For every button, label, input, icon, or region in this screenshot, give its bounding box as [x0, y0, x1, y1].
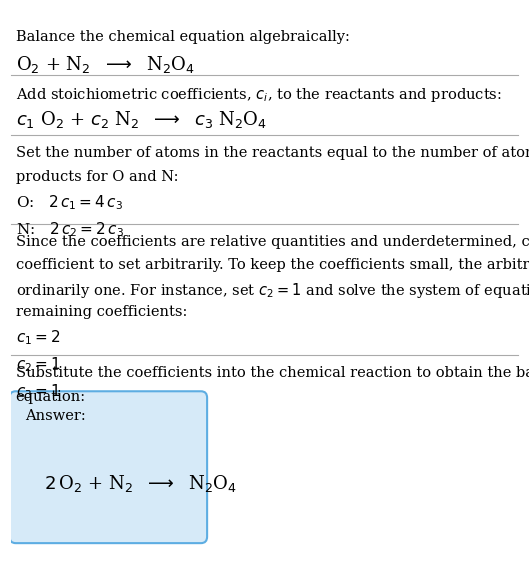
Text: ordinarily one. For instance, set $c_2 = 1$ and solve the system of equations fo: ordinarily one. For instance, set $c_2 =…	[16, 281, 529, 301]
Text: $c_1$ O$_2$ + $c_2$ N$_2$  $\longrightarrow$  $c_3$ N$_2$O$_4$: $c_1$ O$_2$ + $c_2$ N$_2$ $\longrightarr…	[16, 109, 267, 130]
Text: $c_2 = 1$: $c_2 = 1$	[16, 356, 60, 374]
Text: Answer:: Answer:	[25, 409, 86, 422]
Text: $c_1 = 2$: $c_1 = 2$	[16, 328, 60, 347]
Text: equation:: equation:	[16, 390, 86, 404]
Text: products for O and N:: products for O and N:	[16, 170, 178, 184]
FancyBboxPatch shape	[10, 391, 207, 543]
Text: Substitute the coefficients into the chemical reaction to obtain the balanced: Substitute the coefficients into the che…	[16, 366, 529, 380]
Text: remaining coefficients:: remaining coefficients:	[16, 304, 187, 319]
Text: Balance the chemical equation algebraically:: Balance the chemical equation algebraica…	[16, 31, 350, 44]
Text: $c_3 = 1$: $c_3 = 1$	[16, 383, 60, 401]
Text: Add stoichiometric coefficients, $c_i$, to the reactants and products:: Add stoichiometric coefficients, $c_i$, …	[16, 86, 501, 104]
Text: O$_2$ + N$_2$  $\longrightarrow$  N$_2$O$_4$: O$_2$ + N$_2$ $\longrightarrow$ N$_2$O$_…	[16, 54, 195, 75]
Text: Set the number of atoms in the reactants equal to the number of atoms in the: Set the number of atoms in the reactants…	[16, 146, 529, 160]
Text: $2\,$O$_2$ + N$_2$  $\longrightarrow$  N$_2$O$_4$: $2\,$O$_2$ + N$_2$ $\longrightarrow$ N$_…	[43, 473, 236, 494]
Text: O:   $2\,c_1 = 4\,c_3$: O: $2\,c_1 = 4\,c_3$	[16, 193, 123, 212]
Text: Since the coefficients are relative quantities and underdetermined, choose a: Since the coefficients are relative quan…	[16, 235, 529, 248]
Text: N:   $2\,c_2 = 2\,c_3$: N: $2\,c_2 = 2\,c_3$	[16, 221, 124, 239]
Text: coefficient to set arbitrarily. To keep the coefficients small, the arbitrary va: coefficient to set arbitrarily. To keep …	[16, 258, 529, 272]
